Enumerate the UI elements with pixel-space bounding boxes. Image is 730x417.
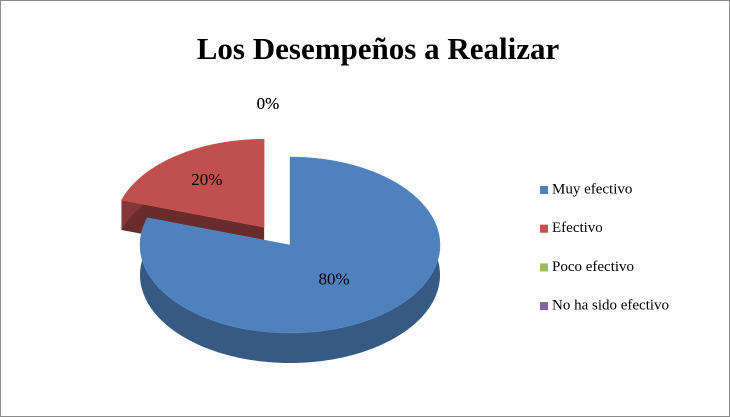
legend-swatch bbox=[540, 263, 548, 272]
slice bbox=[139, 156, 441, 363]
legend-label: Poco efectivo bbox=[552, 259, 634, 275]
data-label: 20% bbox=[191, 170, 222, 189]
legend-swatch bbox=[540, 224, 548, 233]
legend-label: No ha sido efectivo bbox=[552, 298, 669, 314]
legend-label: Efectivo bbox=[552, 220, 603, 236]
data-label: 80% bbox=[318, 270, 349, 289]
data-label: 0% bbox=[257, 94, 280, 113]
legend-swatch bbox=[540, 302, 548, 311]
legend-label: Muy efectivo bbox=[552, 181, 632, 197]
data-label: 0% bbox=[257, 94, 280, 113]
slice-top bbox=[121, 138, 265, 228]
slice-top bbox=[139, 156, 441, 334]
chart-title: Los Desempeños a Realizar bbox=[197, 31, 560, 66]
legend-swatch bbox=[540, 186, 548, 194]
